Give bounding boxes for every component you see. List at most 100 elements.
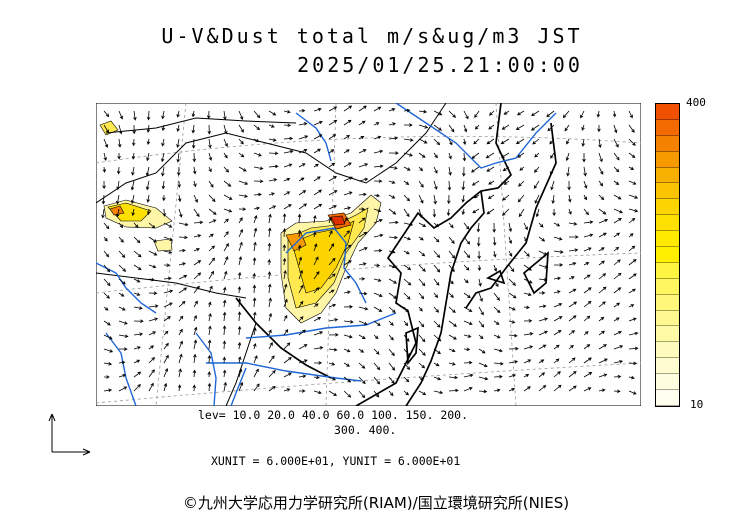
wind-arrow [583,315,591,322]
wind-arrow [462,138,467,146]
wind-arrow [613,180,620,185]
wind-arrow [433,180,438,190]
wind-arrow [597,124,601,133]
wind-arrow [117,138,122,148]
wind-arrow [613,166,620,173]
wind-arrow [553,371,561,378]
wind-arrow [502,208,510,216]
wind-arrow [131,166,135,176]
wind-arrow [193,194,198,203]
wind-arrow [628,233,634,238]
wind-arrow [298,203,308,210]
colorbar-swatch [656,278,679,295]
wind-arrow [208,301,212,308]
wind-arrow [131,208,135,217]
wind-arrow [328,318,339,322]
wind-arrow [568,276,575,280]
wind-arrow [463,373,474,378]
wind-arrow [283,149,294,154]
wind-arrow [518,180,525,187]
wind-arrow [193,300,198,308]
wind-arrow [298,300,304,308]
wind-arrow [328,362,336,366]
wind-arrow [448,152,452,160]
wind-arrow [388,122,396,126]
axis-arrows-icon [48,413,91,456]
wind-arrow [193,180,197,188]
wind-arrow [388,194,396,199]
wind-arrow [358,376,366,385]
wind-arrow [207,354,212,364]
wind-arrow [193,208,200,218]
wind-arrow [388,362,396,371]
wind-arrow [283,191,291,196]
wind-arrow [268,283,272,294]
wind-arrow [133,384,141,392]
wind-arrow [613,317,620,322]
wind-arrow [118,292,125,297]
wind-arrow [388,390,394,397]
wind-arrow [433,306,440,313]
wind-arrow [283,204,292,210]
wind-arrow [517,194,525,203]
wind-arrow [492,236,497,246]
wind-arrow [518,208,525,218]
wind-arrow [403,138,414,142]
colorbar-max-label: 400 [686,96,706,109]
wind-arrow [433,390,444,395]
wind-arrow [403,376,410,383]
wind-arrow [178,368,182,378]
wind-arrow [161,110,165,120]
wind-arrow [103,375,110,379]
wind-arrow [550,152,555,159]
wind-arrow [583,300,592,308]
wind-arrow [488,124,495,130]
wind-arrow [598,316,605,322]
wind-arrow [193,248,200,252]
wind-arrow [133,236,141,244]
wind-arrow [418,292,425,300]
wind-arrow [163,354,169,364]
wind-arrow [343,162,352,168]
wind-arrow [508,222,513,233]
wind-arrow [433,348,442,355]
wind-arrow [418,334,426,343]
wind-arrow [388,208,397,215]
wind-arrow [628,375,635,380]
wind-arrow [208,245,216,252]
wind-arrow [538,372,546,378]
wind-arrow [208,257,216,266]
wind-arrow [508,374,517,378]
wind-arrow [298,256,303,266]
wind-arrow [358,149,367,154]
wind-arrow [148,236,158,243]
wind-arrow [313,375,320,380]
wind-arrow [358,277,366,281]
wind-arrow [118,306,126,311]
wind-arrow [403,180,410,185]
wind-arrow [237,271,242,280]
wind-arrow [207,339,212,350]
wind-arrow [553,329,562,336]
dust-wind-map [96,103,641,406]
wind-arrow [613,330,622,336]
wind-arrow [193,234,202,238]
wind-arrow [403,334,410,342]
wind-arrow [328,376,336,381]
wind-arrow [418,222,427,227]
wind-arrow [373,208,382,213]
wind-arrow [463,306,473,312]
wind-arrow [343,176,353,182]
wind-arrow [297,229,302,238]
wind-arrow [566,166,570,177]
wind-arrow [433,152,438,159]
wind-arrow [433,334,442,342]
wind-arrow [478,389,488,394]
wind-arrow [463,334,472,338]
wind-arrow [388,136,399,141]
wind-arrow [613,124,618,134]
wind-arrow [515,124,525,130]
wind-arrow [343,206,352,210]
wind-arrow [115,194,120,205]
wind-arrow [553,344,560,350]
